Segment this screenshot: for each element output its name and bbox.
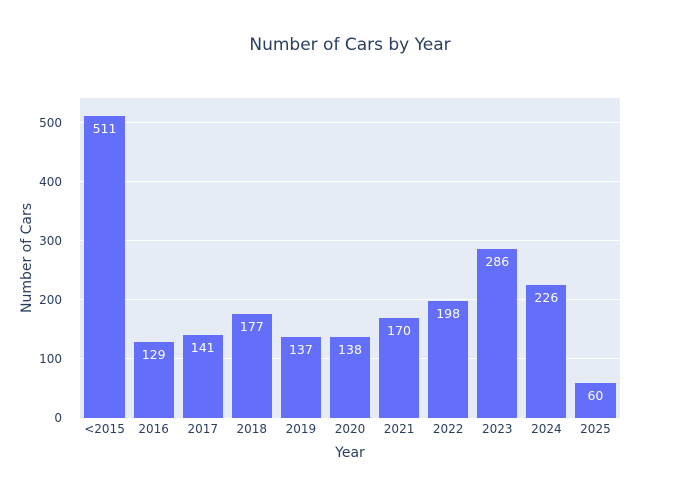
x-tick-label: 2022	[432, 422, 464, 436]
bar-value-label: 129	[141, 346, 166, 362]
bar-2021[interactable]: 170	[378, 317, 420, 418]
y-tick-label: 100	[39, 351, 62, 366]
x-tick-label: 2017	[187, 422, 218, 436]
bar-value-label: 170	[387, 322, 411, 338]
gridline	[80, 180, 620, 182]
x-tick-label: 2025	[580, 422, 611, 436]
bar-2025[interactable]: 60	[575, 382, 616, 418]
bar-value-label: 177	[239, 318, 264, 334]
bar-value-label: 511	[92, 121, 117, 137]
x-tick-label: 2020	[334, 422, 366, 436]
bar-2019[interactable]: 137	[280, 337, 322, 418]
y-tick-label: 300	[39, 233, 62, 248]
x-tick-label: 2023	[481, 422, 513, 436]
x-tick-label: <2015	[84, 422, 125, 436]
x-tick-label: 2024	[531, 422, 562, 436]
bar-lt2015[interactable]: 511	[84, 116, 125, 418]
bar-2016[interactable]: 129	[133, 341, 174, 418]
bar-value-label: 226	[534, 289, 559, 305]
plot-area[interactable]: 511 129 141 177 137 138 170 198 286 226 60	[80, 98, 620, 418]
y-axis: 0 100 200 300 400 500	[0, 98, 70, 425]
gridline	[80, 239, 620, 241]
bar-value-label: 137	[288, 342, 313, 358]
x-tick-label: 2018	[236, 422, 268, 436]
bar-2018[interactable]: 177	[231, 313, 272, 418]
bar-value-label: 198	[436, 306, 461, 322]
chart-title: Number of Cars by Year	[249, 35, 451, 55]
bar-2023[interactable]: 286	[477, 249, 518, 418]
y-tick-label: 200	[39, 292, 62, 307]
bar-2020[interactable]: 138	[329, 336, 371, 418]
bar-2017[interactable]: 141	[182, 334, 223, 418]
bar-value-label: 286	[485, 254, 510, 270]
gridline	[80, 298, 620, 300]
x-axis-title: Year	[335, 445, 365, 461]
bar-2024[interactable]: 226	[526, 284, 567, 418]
bar-value-label: 141	[190, 339, 215, 355]
x-tick-label: 2021	[383, 422, 415, 436]
y-tick-label: 500	[39, 115, 62, 130]
bar-2022[interactable]: 198	[428, 301, 469, 418]
x-tick-label: 2016	[138, 422, 169, 436]
x-tick-label: 2019	[285, 422, 317, 436]
gridline	[80, 121, 620, 123]
y-tick-label: 0	[54, 411, 62, 425]
x-axis: <2015 2016 2017 2018 2019 2020 2021 2022 2023 202…	[80, 422, 620, 440]
y-tick-label: 400	[39, 174, 62, 189]
bar-value-label: 60	[587, 387, 604, 403]
bar-value-label: 138	[338, 341, 362, 357]
